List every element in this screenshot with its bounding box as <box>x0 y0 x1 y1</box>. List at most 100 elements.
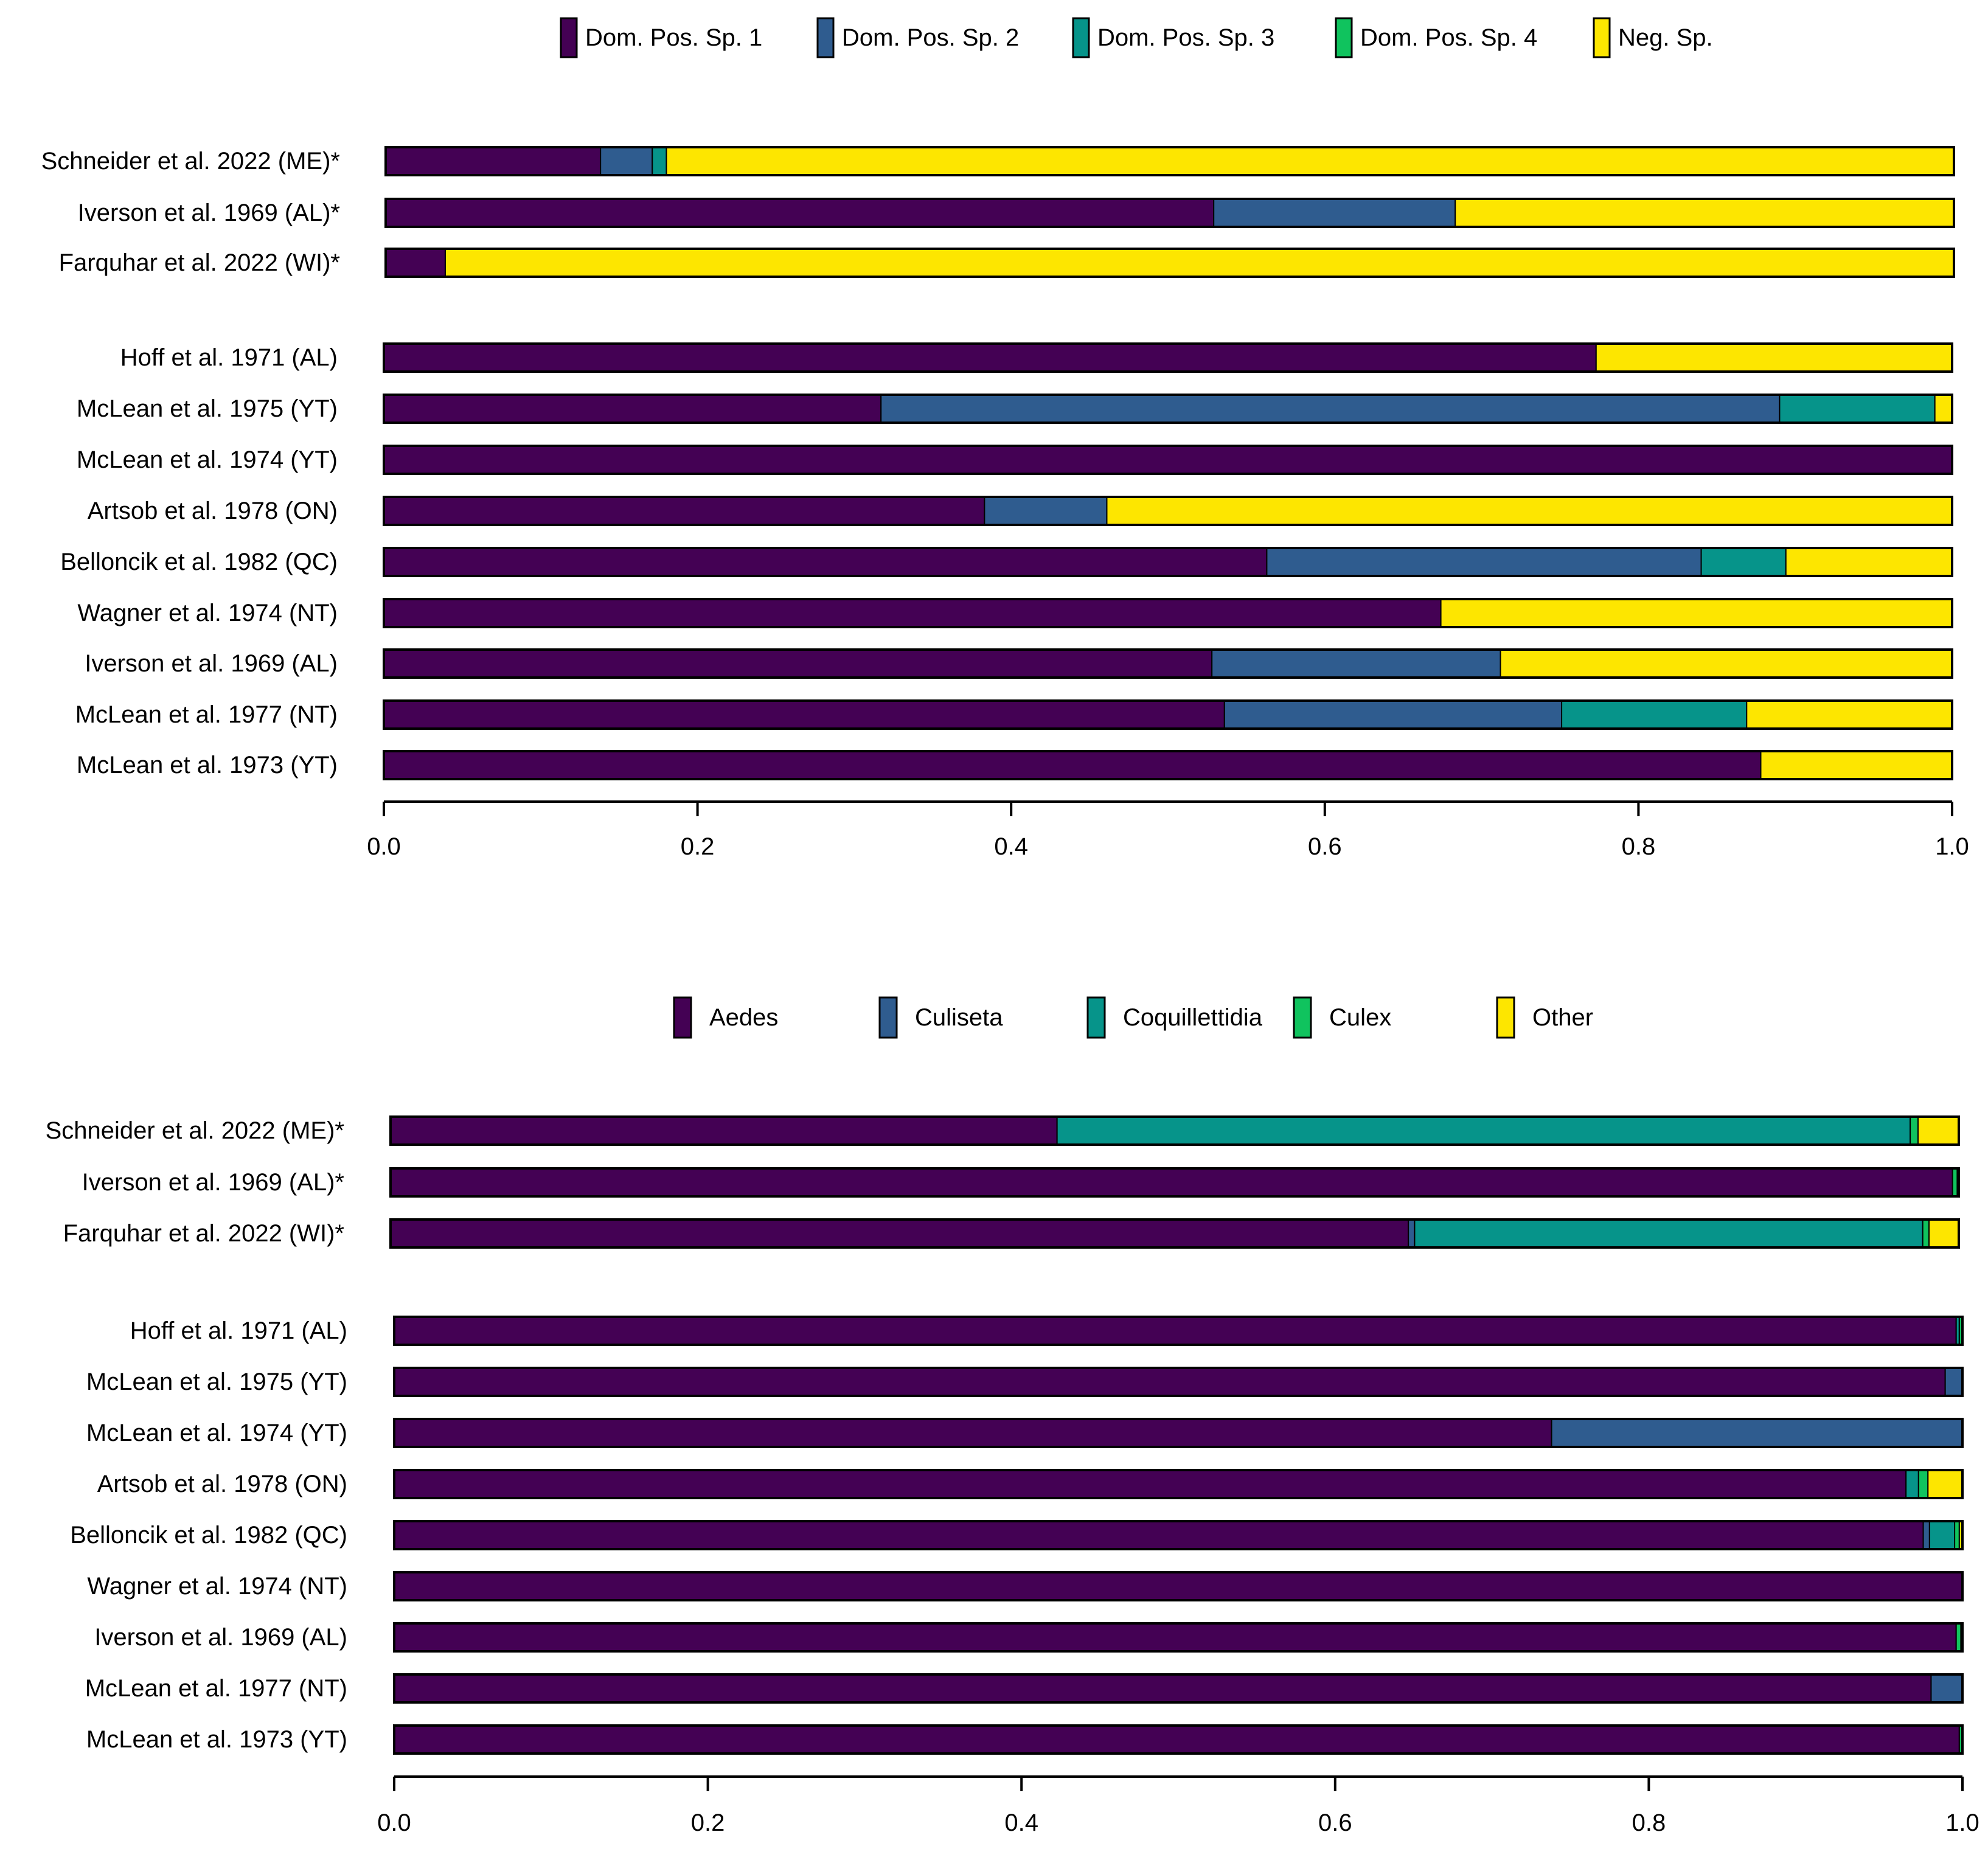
legend-swatch-dom-pos-sp-1 <box>560 17 578 58</box>
bar-segment-culex <box>1955 1623 1962 1652</box>
legend-swatch-neg-sp <box>1593 17 1611 58</box>
x-tick-label: 0.0 <box>367 833 401 860</box>
legend-swatch-culex <box>1293 996 1312 1039</box>
legend-label-dom-pos-sp-4: Dom. Pos. Sp. 4 <box>1360 24 1537 51</box>
bar-outline <box>383 496 1953 526</box>
bar-segment-other <box>1928 1219 1960 1248</box>
x-tick-label: 0.4 <box>1004 1809 1038 1836</box>
bar-outline <box>393 1673 1964 1704</box>
bar-outline <box>383 699 1953 730</box>
legend-label-dom-pos-sp-1: Dom. Pos. Sp. 1 <box>585 24 762 51</box>
bar-outline <box>383 648 1953 679</box>
category-label: McLean et al. 1974 (YT) <box>86 1420 347 1446</box>
x-tick-label: 1.0 <box>1935 833 1969 860</box>
bar-segment-culex <box>1910 1116 1919 1145</box>
bar-segment-dom-pos-sp-1 <box>383 751 1762 780</box>
bar-row-farquhar-et-al-2022-wi: Farquhar et al. 2022 (WI)* <box>59 248 1955 278</box>
legend-swatch-other <box>1496 996 1515 1039</box>
legend-label-aedes: Aedes <box>709 1004 778 1031</box>
bar-segment-neg-sp <box>1760 751 1953 780</box>
category-label: Artsob et al. 1978 (ON) <box>97 1471 347 1497</box>
bar-row-hoff-et-al-1971-al: Hoff et al. 1971 (AL) <box>130 1316 1964 1346</box>
legend-label-other: Other <box>1532 1004 1593 1031</box>
x-tick-label: 0.4 <box>994 833 1028 860</box>
bar-segment-neg-sp <box>1746 700 1953 729</box>
legend-label-dom-pos-sp-2: Dom. Pos. Sp. 2 <box>842 24 1019 51</box>
bar-outline <box>384 198 1955 228</box>
bar-outline <box>383 547 1953 577</box>
category-label: Artsob et al. 1978 (ON) <box>88 498 338 524</box>
bar-outline <box>393 1571 1964 1601</box>
bar-outline <box>393 1367 1964 1397</box>
bar-segment-dom-pos-sp-1 <box>383 598 1442 628</box>
bar-segment-dom-pos-sp-2 <box>880 394 1781 423</box>
legend-swatch-dom-pos-sp-4 <box>1335 17 1353 58</box>
legend-swatch-coquillettidia <box>1086 996 1106 1039</box>
bar-segment-dom-pos-sp-3 <box>1561 700 1748 729</box>
bar-segment-aedes <box>394 1367 1946 1396</box>
bar-row-iverson-et-al-1969-al: Iverson et al. 1969 (AL)* <box>82 1167 1960 1198</box>
bar-segment-dom-pos-sp-3 <box>652 147 667 176</box>
legend-label-culex: Culex <box>1329 1004 1391 1031</box>
bar-segment-culiseta <box>1922 1521 1930 1550</box>
bar-row-belloncik-et-al-1982-qc: Belloncik et al. 1982 (QC) <box>60 547 1953 577</box>
x-tick-label: 0.0 <box>377 1809 411 1836</box>
bar-segment-culex <box>1952 1168 1958 1197</box>
legend-label-neg-sp: Neg. Sp. <box>1618 24 1713 51</box>
bar-segment-aedes <box>394 1725 1960 1754</box>
bar-outline <box>393 1724 1964 1755</box>
bar-outline <box>383 394 1953 424</box>
x-tick-label: 0.2 <box>691 1809 725 1836</box>
category-label: Wagner et al. 1974 (NT) <box>87 1573 347 1600</box>
bar-outline <box>383 750 1953 780</box>
bar-segment-aedes <box>390 1168 1953 1197</box>
bar-segment-dom-pos-sp-1 <box>383 496 985 526</box>
bar-row-belloncik-et-al-1982-qc: Belloncik et al. 1982 (QC) <box>70 1520 1964 1550</box>
bar-segment-aedes <box>394 1521 1924 1550</box>
bar-segment-dom-pos-sp-2 <box>984 496 1108 526</box>
category-label: Iverson et al. 1969 (AL) <box>94 1624 347 1651</box>
x-axis-top: 0.0 0.2 0.4 0.6 0.8 1.0 <box>367 800 1969 860</box>
legend-label-coquillettidia: Coquillettidia <box>1123 1004 1263 1031</box>
legend-label-dom-pos-sp-3: Dom. Pos. Sp. 3 <box>1097 24 1274 51</box>
bar-segment-neg-sp <box>444 248 1955 277</box>
panel-top: Dom. Pos. Sp. 1 Dom. Pos. Sp. 2 Dom. Pos. … <box>41 17 1969 860</box>
bar-segment-aedes <box>394 1623 1957 1652</box>
x-tick-label: 0.8 <box>1632 1809 1666 1836</box>
bar-segment-dom-pos-sp-1 <box>383 700 1225 729</box>
category-label: Hoff et al. 1971 (AL) <box>130 1317 347 1344</box>
bar-segment-culex <box>1922 1219 1930 1248</box>
legend-swatch-dom-pos-sp-3 <box>1072 17 1090 58</box>
bar-segment-aedes <box>394 1674 1932 1703</box>
bar-segment-aedes <box>394 1572 1963 1601</box>
bar-outline <box>393 1622 1964 1653</box>
bar-row-mclean-et-al-1973-yt: McLean et al. 1973 (YT) <box>86 1724 1964 1755</box>
category-label: Farquhar et al. 2022 (WI)* <box>59 249 340 276</box>
category-label: Farquhar et al. 2022 (WI)* <box>63 1220 344 1247</box>
bar-row-mclean-et-al-1974-yt: McLean et al. 1974 (YT) <box>77 445 1953 475</box>
bar-segment-neg-sp <box>1785 547 1953 577</box>
bar-segment-neg-sp <box>1440 598 1953 628</box>
bar-segment-aedes <box>394 1418 1552 1448</box>
bar-outline <box>393 1418 1964 1448</box>
legend-swatch-aedes <box>673 996 692 1039</box>
bar-segment-coquillettidia <box>1905 1469 1919 1499</box>
legend-swatch-dom-pos-sp-2 <box>816 17 835 58</box>
category-label: Belloncik et al. 1982 (QC) <box>70 1522 347 1549</box>
category-label: Iverson et al. 1969 (AL)* <box>82 1169 344 1196</box>
x-tick-label: 1.0 <box>1945 1809 1979 1836</box>
bar-segment-culiseta <box>1944 1367 1964 1396</box>
bar-segment-other <box>1917 1116 1959 1145</box>
bar-segment-culiseta <box>1930 1674 1963 1703</box>
bar-outline <box>389 1167 1960 1198</box>
bar-segment-dom-pos-sp-1 <box>383 445 1953 474</box>
legend-bottom: Aedes Culiseta Coquillettidia Culex Other <box>673 996 1593 1039</box>
bar-row-iverson-et-al-1969-al: Iverson et al. 1969 (AL) <box>85 648 1953 679</box>
bar-row-hoff-et-al-1971-al: Hoff et al. 1971 (AL) <box>120 342 1953 373</box>
x-tick-label: 0.2 <box>681 833 715 860</box>
bar-segment-dom-pos-sp-2 <box>1211 649 1501 678</box>
bar-outline <box>383 445 1953 475</box>
bar-segment-neg-sp <box>1500 649 1953 678</box>
legend-swatch-culiseta <box>878 996 898 1039</box>
